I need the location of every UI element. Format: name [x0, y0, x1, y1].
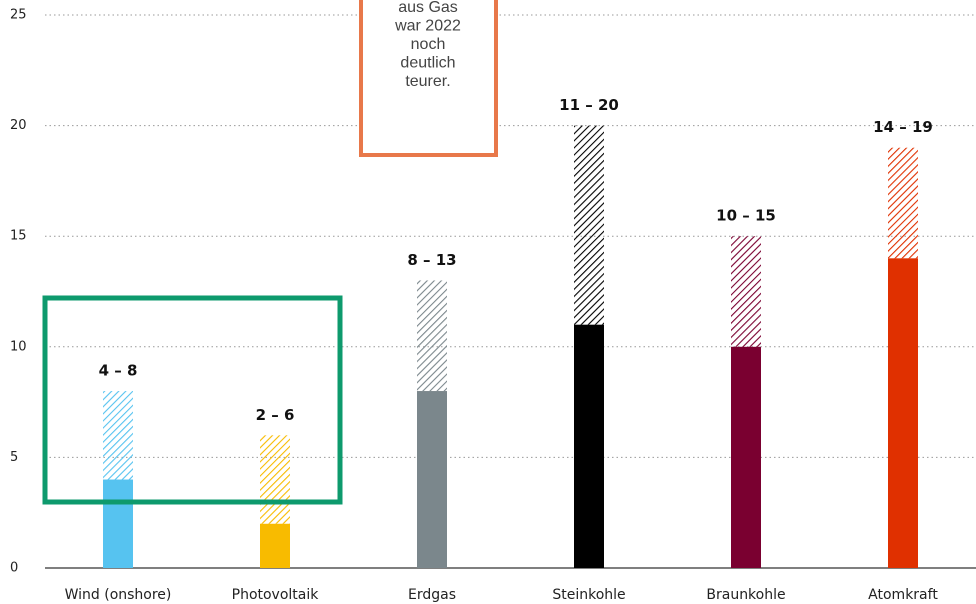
annotation-text: noch: [411, 36, 446, 53]
annotation-text: aus Gas: [398, 0, 458, 16]
y-tick-label: 0: [10, 561, 18, 576]
y-tick-label: 20: [10, 118, 27, 133]
value-label: 4 – 8: [99, 362, 138, 380]
bar-low: [103, 479, 133, 568]
annotation-box: [359, 0, 498, 157]
bar-high: [888, 147, 918, 259]
bar-high: [731, 236, 761, 347]
y-tick-label: 10: [10, 339, 27, 354]
value-label: 14 – 19: [873, 118, 933, 136]
bar-low: [260, 523, 290, 568]
x-tick-label: Braunkohle: [706, 587, 785, 603]
x-tick-label: Steinkohle: [552, 587, 625, 603]
value-label: 2 – 6: [256, 406, 295, 424]
value-label: 11 – 20: [559, 96, 619, 114]
bar-high: [574, 125, 604, 325]
bar-low: [888, 258, 918, 568]
value-label: 10 – 15: [716, 207, 776, 225]
bar-high: [103, 391, 133, 480]
x-tick-label: Photovoltaik: [232, 587, 320, 603]
annotation-text: teurer.: [405, 73, 450, 90]
highlight-box: [42, 295, 343, 505]
bar-high: [417, 280, 447, 392]
bar-low: [731, 346, 761, 568]
annotation-text: war 2022: [394, 18, 461, 35]
bar-low: [574, 324, 604, 568]
y-tick-label: 25: [10, 8, 27, 23]
value-label: 8 – 13: [407, 251, 456, 269]
x-tick-label: Atomkraft: [868, 587, 938, 603]
y-tick-label: 5: [10, 450, 18, 465]
x-tick-label: Wind (onshore): [65, 587, 172, 603]
bar-high: [260, 435, 290, 524]
x-tick-label: Erdgas: [408, 587, 456, 603]
annotation-text: deutlich: [400, 55, 455, 72]
bar-low: [417, 391, 447, 568]
y-tick-label: 15: [10, 229, 27, 244]
